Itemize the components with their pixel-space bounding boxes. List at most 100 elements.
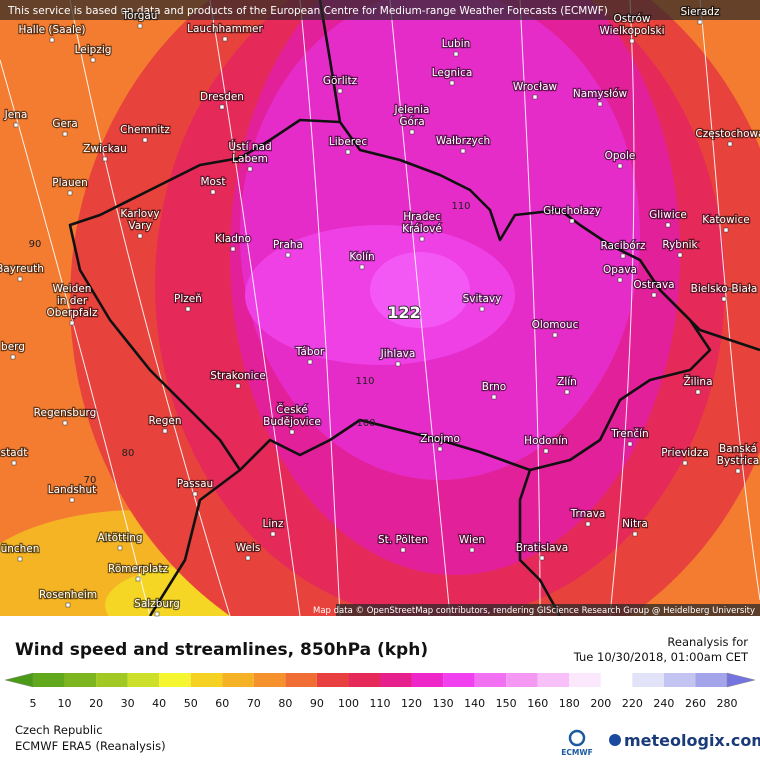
contour-label: 110: [451, 201, 470, 212]
city-label: Žilina: [683, 375, 712, 388]
city-dot: [65, 602, 71, 608]
city-label: Prievidza: [661, 447, 709, 459]
city-dot: [409, 129, 415, 135]
city-label: Częstochowa: [695, 128, 760, 140]
legend-tick-label: 280: [717, 697, 738, 710]
legend-tick-label: 30: [121, 697, 135, 710]
city-label: Racibórz: [600, 240, 646, 252]
legend-swatch: [537, 673, 570, 687]
notice-bar: [0, 0, 760, 20]
legend-tick-label: 120: [401, 697, 422, 710]
city-dot: [62, 131, 68, 137]
city-label: Vary: [128, 220, 151, 232]
city-label: Gera: [52, 118, 77, 130]
city-label: Chemnitz: [120, 124, 170, 136]
city-dot: [552, 332, 558, 338]
city-dot: [142, 137, 148, 143]
city-dot: [345, 149, 351, 155]
city-dot: [651, 292, 657, 298]
city-label: Hradec: [403, 211, 441, 223]
legend-swatch: [127, 673, 160, 687]
city-label: Katowice: [702, 214, 749, 226]
contour-label: 70: [84, 475, 97, 486]
city-dot: [617, 277, 623, 283]
legend-swatch: [316, 673, 349, 687]
city-label: Most: [200, 176, 225, 188]
city-dot: [437, 446, 443, 452]
legend-swatch: [190, 673, 223, 687]
city-dot: [62, 420, 68, 426]
city-label: Budějovice: [263, 416, 321, 428]
legend-swatch: [443, 673, 475, 687]
legend-tick-label: 240: [653, 697, 674, 710]
city-label: Hodonín: [524, 435, 568, 447]
city-dot: [67, 190, 73, 196]
legend-swatch: [506, 673, 538, 687]
city-label: Bystrica: [717, 455, 759, 467]
city-label: in der: [57, 295, 88, 307]
city-label: Králové: [402, 223, 442, 235]
city-dot: [10, 354, 16, 360]
valid-label: Reanalysis for: [667, 635, 748, 649]
legend-swatch: [33, 673, 65, 687]
city-label: Sieradz: [681, 6, 720, 18]
city-label: Römerplatz: [108, 563, 168, 575]
city-label: Görlitz: [323, 75, 358, 87]
brand: meteologix.com: [624, 731, 760, 750]
contour-label: 122: [387, 303, 420, 322]
city-dot: [400, 547, 406, 553]
city-label: Namysłów: [573, 88, 628, 100]
city-label: Kolín: [349, 251, 374, 263]
legend-swatch: [96, 673, 128, 687]
city-label: Rybnik: [662, 239, 698, 251]
legend-arrow: [4, 672, 34, 688]
city-dot: [419, 236, 425, 242]
legend-tick-label: 10: [58, 697, 72, 710]
city-label: Ústí nad: [228, 140, 271, 153]
city-dot: [49, 37, 55, 43]
city-dot: [695, 389, 701, 395]
legend-swatch: [64, 673, 97, 687]
city-dot: [162, 428, 168, 434]
city-label: Bratislava: [516, 542, 568, 554]
legend-tick-label: 70: [247, 697, 261, 710]
city-label: Linz: [263, 518, 284, 530]
field-140: [370, 252, 470, 328]
city-label: Ostrów: [614, 13, 651, 25]
city-label: Halle (Saale): [18, 24, 85, 36]
city-label: Lauchhammer: [187, 23, 263, 35]
city-label: Wels: [236, 542, 261, 554]
legend-swatch: [253, 673, 286, 687]
legend-tick-label: 220: [622, 697, 643, 710]
legend-arrow: [726, 672, 756, 688]
legend: 5 10 20 30 40 50 60 70 80 90 100 110 120 130 140 150 160…: [4, 672, 756, 710]
city-label: Plzeň: [174, 293, 202, 305]
city-dot: [543, 448, 549, 454]
city-dot: [137, 233, 143, 239]
region: Czech Republic: [15, 723, 103, 737]
city-dot: [69, 497, 75, 503]
legend-swatch: [159, 673, 191, 687]
city-dot: [585, 521, 591, 527]
contour-label: 90: [29, 239, 42, 250]
city-label: Leipzig: [75, 44, 112, 56]
city-dot: [617, 163, 623, 169]
city-label: České: [276, 403, 307, 416]
legend-swatch: [663, 673, 696, 687]
brand-icon: [609, 734, 621, 746]
city-dot: [620, 253, 626, 259]
city-label: Zwickau: [83, 143, 126, 155]
city-label: Głuchołazy: [543, 205, 601, 217]
legend-swatch: [474, 673, 507, 687]
city-label: Wien: [459, 534, 485, 546]
city-dot: [210, 189, 216, 195]
city-dot: [677, 252, 683, 258]
city-label: Bielsko-Biała: [691, 283, 758, 295]
city-dot: [219, 104, 225, 110]
title: Wind speed and streamlines, 850hPa (kph): [15, 640, 428, 660]
city-label: Trnava: [570, 508, 606, 520]
map: [0, 0, 760, 616]
borders: [68, 0, 760, 616]
legend-swatch: [348, 673, 380, 687]
legend-tick-label: 50: [184, 697, 198, 710]
